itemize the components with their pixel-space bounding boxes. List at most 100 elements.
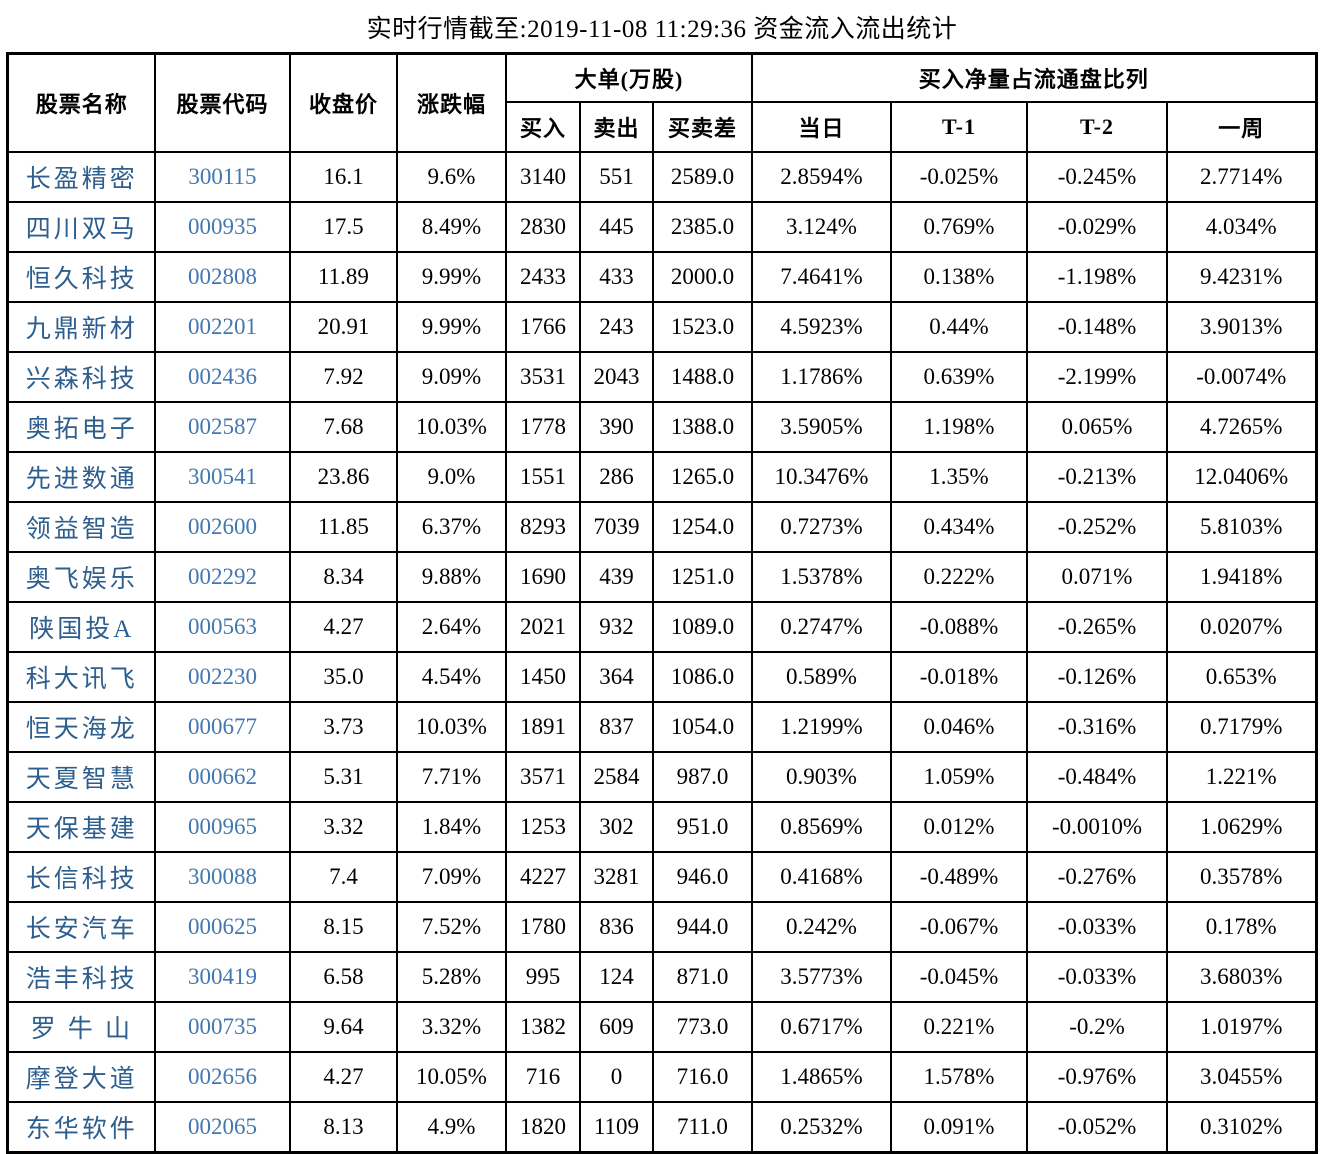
table-row: 天保基建 000965 3.32 1.84% 1253 302 951.0 0.8569% 0.…: [6, 801, 1318, 853]
table-row: 先进数通 300541 23.86 9.0% 1551 286 1265.0 10.3476%…: [6, 451, 1318, 503]
week-cell: 4.034%: [1165, 201, 1318, 253]
buy-sell-diff-cell: 2589.0: [651, 151, 754, 203]
t-minus-2-cell: -0.252%: [1026, 501, 1168, 553]
stock-code-cell: 000662: [153, 751, 291, 803]
buy-sell-diff-cell: 1089.0: [651, 601, 754, 653]
change-pct-cell: 4.9%: [395, 1101, 507, 1154]
stock-name-cell: 长盈精密: [6, 151, 156, 203]
today-cell: 0.903%: [751, 751, 892, 803]
today-cell: 0.589%: [751, 651, 892, 703]
sell-cell: 0: [578, 1051, 654, 1103]
buy-sell-diff-cell: 944.0: [651, 901, 754, 953]
stock-code-cell: 000677: [153, 701, 291, 753]
col-header-change-pct: 涨跌幅: [395, 52, 507, 153]
week-cell: 12.0406%: [1165, 451, 1318, 503]
change-pct-cell: 3.32%: [395, 1001, 507, 1053]
week-cell: 9.4231%: [1165, 251, 1318, 303]
close-price-cell: 7.4: [288, 851, 398, 903]
stock-name-cell: 领益智造: [6, 501, 156, 553]
sell-cell: 837: [578, 701, 654, 753]
close-price-cell: 4.27: [288, 601, 398, 653]
sell-cell: 7039: [578, 501, 654, 553]
sell-cell: 2043: [578, 351, 654, 403]
today-cell: 1.2199%: [751, 701, 892, 753]
col-header-today: 当日: [751, 101, 892, 153]
stock-code-cell: 002808: [153, 251, 291, 303]
buy-cell: 1891: [504, 701, 581, 753]
t-minus-2-cell: -0.2%: [1026, 1001, 1168, 1053]
t-minus-2-cell: 0.071%: [1026, 551, 1168, 603]
stock-name-cell: 科大讯飞: [6, 651, 156, 703]
table-row: 九鼎新材 002201 20.91 9.99% 1766 243 1523.0 4.5923%…: [6, 301, 1318, 353]
t-minus-1-cell: 1.35%: [890, 451, 1028, 503]
header-sub-row: 买入 卖出 买卖差 当日 T-1 T-2 一周: [8, 101, 1318, 153]
buy-cell: 1778: [504, 401, 581, 453]
sell-cell: 836: [578, 901, 654, 953]
buy-sell-diff-cell: 1254.0: [651, 501, 754, 553]
sell-cell: 302: [578, 801, 654, 853]
today-cell: 0.8569%: [751, 801, 892, 853]
table-row: 科大讯飞 002230 35.0 4.54% 1450 364 1086.0 0.589% -0…: [6, 651, 1318, 703]
sell-cell: 433: [578, 251, 654, 303]
change-pct-cell: 1.84%: [395, 801, 507, 853]
col-header-stock-name: 股票名称: [6, 52, 156, 153]
today-cell: 1.4865%: [751, 1051, 892, 1103]
week-cell: 3.0455%: [1165, 1051, 1318, 1103]
today-cell: 0.2747%: [751, 601, 892, 653]
sell-cell: 1109: [578, 1101, 654, 1154]
close-price-cell: 20.91: [288, 301, 398, 353]
close-price-cell: 6.58: [288, 951, 398, 1003]
close-price-cell: 7.68: [288, 401, 398, 453]
today-cell: 3.5905%: [751, 401, 892, 453]
close-price-cell: 11.89: [288, 251, 398, 303]
table-body: 长盈精密 300115 16.1 9.6% 3140 551 2589.0 2.8594% -0…: [6, 151, 1318, 1154]
buy-sell-diff-cell: 2000.0: [651, 251, 754, 303]
stock-name-cell: 东华软件: [6, 1101, 156, 1154]
t-minus-2-cell: -0.276%: [1026, 851, 1168, 903]
buy-sell-diff-cell: 1054.0: [651, 701, 754, 753]
close-price-cell: 23.86: [288, 451, 398, 503]
close-price-cell: 35.0: [288, 651, 398, 703]
close-price-cell: 8.15: [288, 901, 398, 953]
sell-cell: 932: [578, 601, 654, 653]
sell-cell: 390: [578, 401, 654, 453]
table-row: 长安汽车 000625 8.15 7.52% 1780 836 944.0 0.242% -0.…: [6, 901, 1318, 953]
today-cell: 3.5773%: [751, 951, 892, 1003]
col-header-t-minus-1: T-1: [890, 101, 1028, 153]
col-group-big-orders: 大单(万股): [504, 52, 754, 103]
week-cell: 0.7179%: [1165, 701, 1318, 753]
t-minus-1-cell: 1.059%: [890, 751, 1028, 803]
stock-code-cell: 000735: [153, 1001, 291, 1053]
buy-sell-diff-cell: 2385.0: [651, 201, 754, 253]
table-row: 陕国投A 000563 4.27 2.64% 2021 932 1089.0 0.2747% -…: [6, 601, 1318, 653]
stock-code-cell: 000935: [153, 201, 291, 253]
t-minus-2-cell: -0.033%: [1026, 901, 1168, 953]
page-title: 实时行情截至:2019-11-08 11:29:36 资金流入流出统计: [366, 16, 958, 43]
buy-sell-diff-cell: 1251.0: [651, 551, 754, 603]
today-cell: 0.4168%: [751, 851, 892, 903]
week-cell: 0.3578%: [1165, 851, 1318, 903]
buy-sell-diff-cell: 946.0: [651, 851, 754, 903]
t-minus-2-cell: -0.213%: [1026, 451, 1168, 503]
table-row: 恒天海龙 000677 3.73 10.03% 1891 837 1054.0 1.2199%…: [6, 701, 1318, 753]
sell-cell: 364: [578, 651, 654, 703]
stock-code-cell: 002065: [153, 1101, 291, 1154]
buy-cell: 995: [504, 951, 581, 1003]
close-price-cell: 11.85: [288, 501, 398, 553]
week-cell: 0.653%: [1165, 651, 1318, 703]
t-minus-1-cell: -0.025%: [890, 151, 1028, 203]
header-group-row: 股票名称 股票代码 收盘价 涨跌幅 大单(万股) 买入净量占流通盘比列: [6, 52, 1318, 153]
buy-cell: 3531: [504, 351, 581, 403]
change-pct-cell: 9.99%: [395, 301, 507, 353]
table-row: 四川双马 000935 17.5 8.49% 2830 445 2385.0 3.124% 0.…: [6, 201, 1318, 253]
t-minus-1-cell: 0.222%: [890, 551, 1028, 603]
stock-code-cell: 002600: [153, 501, 291, 553]
change-pct-cell: 9.09%: [395, 351, 507, 403]
week-cell: 1.221%: [1165, 751, 1318, 803]
t-minus-1-cell: 1.198%: [890, 401, 1028, 453]
table-row: 浩丰科技 300419 6.58 5.28% 995 124 871.0 3.5773% -0.…: [6, 951, 1318, 1003]
t-minus-2-cell: 0.065%: [1026, 401, 1168, 453]
stock-name-cell: 摩登大道: [6, 1051, 156, 1103]
close-price-cell: 7.92: [288, 351, 398, 403]
t-minus-2-cell: -0.0010%: [1026, 801, 1168, 853]
